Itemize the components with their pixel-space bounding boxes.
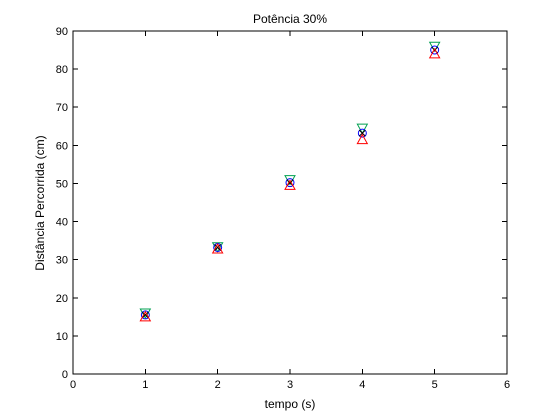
data-point-triangle-up — [139, 310, 152, 322]
data-point-triangle-down — [211, 242, 224, 253]
y-tick-label: 60 — [56, 140, 68, 152]
x-tick-label: 4 — [359, 379, 365, 391]
y-tick-label: 10 — [56, 331, 68, 343]
data-point-triangle-up — [284, 179, 296, 190]
data-point-x — [358, 129, 366, 137]
x-tick-label: 3 — [287, 379, 293, 391]
y-tick-label: 70 — [56, 102, 68, 114]
data-point-triangle-up — [428, 47, 441, 59]
y-tick-label: 90 — [56, 26, 68, 38]
data-point-x — [214, 244, 222, 251]
data-point-circle — [285, 178, 295, 188]
y-tick-label: 50 — [56, 178, 68, 190]
y-tick-label: 40 — [56, 217, 68, 229]
x-tick-label: 1 — [142, 379, 148, 391]
y-tick-label: 0 — [62, 369, 68, 381]
y-tick-label: 20 — [56, 293, 68, 305]
data-point-triangle-up — [356, 133, 369, 145]
x-tick-label: 6 — [504, 379, 510, 391]
series-3-triangle-up — [139, 47, 441, 322]
data-marks — [139, 41, 441, 322]
data-point-circle — [357, 128, 367, 138]
x-axis-title: tempo (s) — [265, 397, 316, 411]
axes — [72, 30, 508, 375]
y-axis-title: Distância Percorrida (cm) — [33, 135, 47, 270]
chart-title: Potência 30% — [253, 12, 327, 26]
data-point-triangle-up — [211, 242, 224, 254]
y-tick-label: 30 — [56, 255, 68, 267]
data-point-triangle-down — [356, 123, 369, 135]
y-tick-label: 80 — [56, 64, 68, 76]
plot-frame — [72, 30, 508, 375]
data-point-circle — [430, 45, 440, 55]
data-point-x — [141, 311, 149, 319]
x-tick-label: 0 — [70, 379, 76, 391]
data-point-triangle-down — [139, 308, 152, 320]
x-tick-label: 2 — [215, 379, 221, 391]
x-tick-label: 5 — [432, 379, 438, 391]
